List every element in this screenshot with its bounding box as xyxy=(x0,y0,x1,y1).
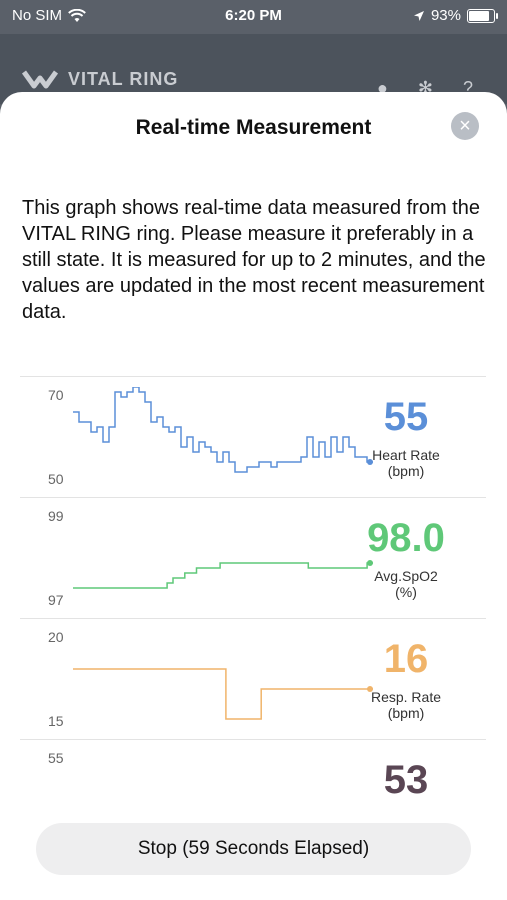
app-name: VITAL RING xyxy=(68,68,179,89)
series-line xyxy=(73,387,373,472)
y-min-label: 50 xyxy=(48,471,64,487)
heart-rate-panel: 70 50 55 Heart Rate (bpm) xyxy=(20,376,486,497)
carrier-label: No SIM xyxy=(12,7,63,24)
label-unit: (%) xyxy=(395,584,417,600)
stop-button[interactable]: Stop (59 Seconds Elapsed) xyxy=(36,823,471,875)
help-icon[interactable]: ? xyxy=(462,78,473,98)
wifi-icon xyxy=(68,8,86,22)
carrier-group: No SIM xyxy=(12,7,86,24)
description-text: This graph shows real-time data measured… xyxy=(22,197,486,323)
label-unit: (bpm) xyxy=(387,705,425,721)
heart-rate-label: Heart Rate (bpm) xyxy=(346,447,466,479)
y-min-label: 15 xyxy=(48,713,64,729)
resp-rate-label: Resp. Rate (bpm) xyxy=(346,689,466,721)
battery-group: 93% xyxy=(413,7,498,24)
resp-rate-value: 16 xyxy=(383,637,429,681)
spo2-graph xyxy=(73,560,373,608)
series-line xyxy=(73,563,373,588)
y-min-label: 97 xyxy=(48,592,64,608)
location-arrow-icon xyxy=(413,10,424,21)
spo2-value: 98.0 xyxy=(367,516,445,560)
user-icon[interactable]: ● xyxy=(377,78,388,98)
battery-percent: 93% xyxy=(430,7,461,24)
heart-rate-graph xyxy=(73,387,373,487)
label-line: Avg.SpO2 xyxy=(374,568,438,584)
latest-point xyxy=(367,560,373,566)
label-line: Heart Rate xyxy=(372,447,440,463)
fourth-metric-value: 53 xyxy=(383,758,429,802)
close-icon: × xyxy=(459,115,471,137)
fourth-metric-panel: 55 53 xyxy=(20,739,486,860)
measurement-sheet: Real-time Measurement × This graph shows… xyxy=(0,92,507,900)
label-line: Resp. Rate xyxy=(370,689,442,705)
spo2-label: Avg.SpO2 (%) xyxy=(346,568,466,600)
y-max-label: 70 xyxy=(48,387,64,403)
app-logo: VITAL RING xyxy=(20,66,178,92)
status-bar: No SIM 6:20 PM 93% xyxy=(0,0,507,34)
y-max-label: 99 xyxy=(48,508,64,524)
close-button[interactable]: × xyxy=(451,112,479,140)
latest-point xyxy=(367,459,373,465)
series-line xyxy=(73,669,373,719)
label-unit: (bpm) xyxy=(387,463,425,479)
latest-point xyxy=(367,686,373,692)
spo2-panel: 99 97 98.0 Avg.SpO2 (%) xyxy=(20,497,486,618)
resp-rate-panel: 20 15 16 Resp. Rate (bpm) xyxy=(20,618,486,739)
battery-icon xyxy=(467,8,498,23)
heart-rate-value: 55 xyxy=(383,395,429,439)
resp-rate-graph xyxy=(73,629,373,729)
y-max-label: 20 xyxy=(48,629,64,645)
ring-logo-icon xyxy=(21,70,59,89)
y-max-label: 55 xyxy=(48,750,64,766)
sheet-title: Real-time Measurement xyxy=(135,116,372,139)
clock: 6:20 PM xyxy=(225,7,282,24)
